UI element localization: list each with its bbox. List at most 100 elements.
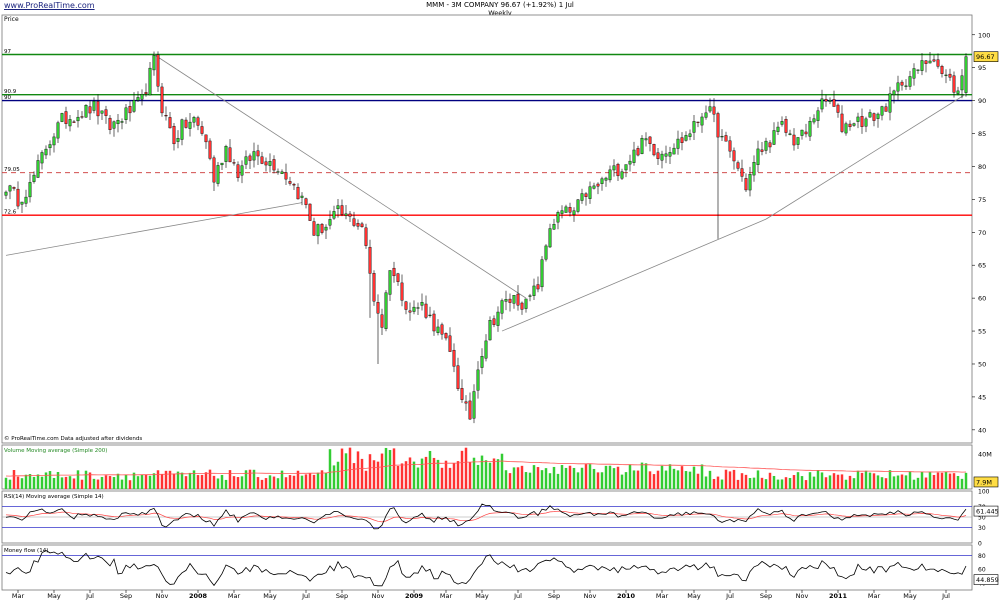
candle: [4, 190, 8, 200]
volume-bar: [900, 474, 904, 489]
volume-bar: [220, 474, 224, 489]
volume-bar: [376, 461, 380, 489]
candle: [288, 176, 292, 186]
candle-body: [176, 137, 180, 142]
volume-bar: [360, 458, 364, 489]
volume-bar: [940, 472, 944, 489]
candle-body: [344, 213, 348, 216]
volume-bar: [140, 474, 144, 489]
candle: [464, 395, 468, 411]
candle-body: [572, 210, 576, 215]
candle-body: [692, 121, 696, 133]
volume-bar: [736, 479, 740, 489]
volume-bar: [880, 477, 884, 489]
volume-panel[interactable]: Volume Moving average (Simple 200) 40M 7.9…: [4, 447, 999, 489]
candle-body: [400, 282, 404, 301]
candle-body: [12, 187, 16, 189]
trendline: [501, 218, 767, 332]
candle: [252, 142, 256, 168]
candle-body: [88, 106, 92, 114]
volume-bar: [564, 467, 568, 489]
volume-bar: [92, 478, 96, 489]
candle-body: [420, 302, 424, 306]
volume-bar: [636, 470, 640, 489]
volume-bar: [740, 473, 744, 489]
volume-bar: [784, 477, 788, 489]
candle-body: [476, 369, 480, 391]
candle: [616, 162, 620, 181]
candle: [560, 205, 564, 219]
volume-bar: [212, 475, 216, 489]
candle-body: [252, 151, 256, 161]
candle-body: [240, 165, 244, 176]
candle: [712, 98, 716, 123]
candle: [724, 131, 728, 142]
volume-bar: [948, 473, 952, 489]
candle: [324, 224, 328, 239]
volume-bar: [280, 470, 284, 489]
price-tick-label: 100: [978, 31, 990, 39]
prorealtime-link[interactable]: www.ProRealTime.com: [4, 1, 95, 10]
candle-body: [660, 153, 664, 161]
candle-body: [128, 106, 132, 114]
volume-bar: [60, 477, 64, 489]
candle-body: [952, 75, 956, 93]
candle-body: [936, 59, 940, 67]
volume-bar: [404, 461, 408, 489]
candle: [924, 59, 928, 73]
candle-body: [312, 221, 316, 236]
x-tick-label: Nov: [372, 592, 385, 600]
volume-bar: [924, 477, 928, 489]
volume-bar: [488, 462, 492, 489]
volume-bar: [824, 477, 828, 489]
candle: [400, 274, 404, 307]
candle-body: [460, 388, 464, 400]
volume-bar: [112, 477, 116, 489]
money-flow-frame: [1, 544, 973, 591]
x-tick-label: 2008: [189, 592, 208, 600]
money-flow-tick-label: 60: [978, 567, 986, 574]
candle-body: [908, 76, 912, 87]
candle: [244, 150, 248, 169]
volume-bar: [408, 457, 412, 489]
candle-body: [408, 310, 412, 313]
candle-body: [792, 134, 796, 146]
volume-bar: [300, 475, 304, 489]
candle: [440, 322, 444, 340]
rsi-panel[interactable]: RSI(14) Moving average (Simple 14)100705…: [2, 489, 999, 548]
candle-body: [612, 165, 616, 171]
money-flow-panel[interactable]: Money flow (14)80604044.859: [2, 548, 999, 588]
candle-body: [504, 299, 508, 302]
candle: [92, 97, 96, 114]
rsi-tick-label: 0: [978, 541, 982, 548]
volume-bar: [56, 472, 60, 489]
x-tick-label: 2009: [405, 592, 424, 600]
volume-bar: [160, 474, 164, 489]
volume-bar: [608, 465, 612, 489]
rsi-current-value: 61.445: [976, 508, 999, 516]
candle-body: [620, 171, 624, 179]
volume-bar: [44, 472, 48, 489]
volume-bar: [20, 478, 24, 489]
candle-body: [232, 162, 236, 164]
volume-bar: [732, 469, 736, 489]
candle: [384, 290, 388, 332]
volume-bar: [340, 448, 344, 489]
candle: [696, 121, 700, 128]
candle: [520, 301, 524, 315]
candle-body: [524, 298, 528, 309]
price-panel[interactable]: Price4045505560657075808590951009790.990…: [2, 16, 999, 442]
candle: [864, 116, 868, 133]
candle: [436, 319, 440, 336]
candle-body: [284, 172, 288, 180]
candle: [728, 136, 732, 158]
volume-bar: [460, 450, 464, 489]
x-tick-label: May: [263, 592, 277, 600]
volume-bar: [616, 466, 620, 489]
volume-bar: [572, 467, 576, 489]
volume-bar: [232, 476, 236, 489]
candle: [404, 300, 408, 315]
candle-body: [880, 106, 884, 116]
candle: [744, 173, 748, 193]
